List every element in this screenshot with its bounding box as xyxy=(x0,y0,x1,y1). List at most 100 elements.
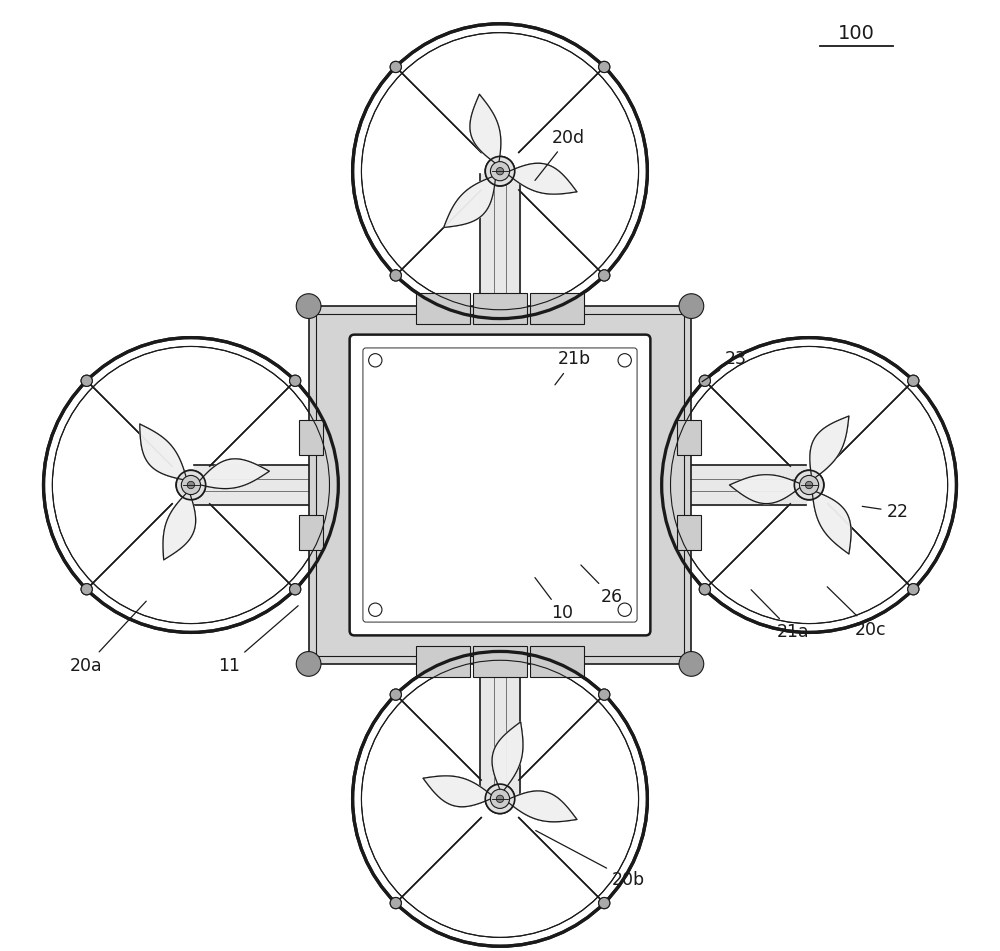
Circle shape xyxy=(181,476,201,495)
Circle shape xyxy=(618,354,631,367)
Circle shape xyxy=(699,376,710,386)
Circle shape xyxy=(81,376,92,386)
Polygon shape xyxy=(480,319,520,796)
Polygon shape xyxy=(506,791,577,822)
Circle shape xyxy=(794,471,824,500)
Polygon shape xyxy=(506,164,577,194)
Circle shape xyxy=(599,898,610,908)
Text: 20a: 20a xyxy=(70,601,146,674)
Circle shape xyxy=(290,376,301,386)
Circle shape xyxy=(390,689,401,700)
Circle shape xyxy=(496,167,504,175)
Text: 100: 100 xyxy=(838,24,875,43)
Circle shape xyxy=(390,270,401,281)
Circle shape xyxy=(485,784,515,814)
Circle shape xyxy=(599,689,610,700)
Polygon shape xyxy=(470,94,501,165)
Circle shape xyxy=(908,584,919,594)
Circle shape xyxy=(181,476,201,495)
Circle shape xyxy=(805,481,813,489)
Polygon shape xyxy=(666,465,806,505)
Circle shape xyxy=(699,584,710,594)
Circle shape xyxy=(490,162,510,181)
Circle shape xyxy=(176,471,206,500)
FancyBboxPatch shape xyxy=(299,420,323,455)
Circle shape xyxy=(496,795,504,803)
Text: 20d: 20d xyxy=(535,129,585,181)
Circle shape xyxy=(908,376,919,386)
Circle shape xyxy=(679,294,704,319)
Circle shape xyxy=(679,651,704,676)
Polygon shape xyxy=(810,417,849,480)
Polygon shape xyxy=(423,776,494,806)
Circle shape xyxy=(618,603,631,616)
Polygon shape xyxy=(140,424,187,480)
Polygon shape xyxy=(810,417,849,480)
Polygon shape xyxy=(492,722,523,793)
Circle shape xyxy=(176,471,206,500)
Circle shape xyxy=(390,689,401,700)
Circle shape xyxy=(187,481,195,489)
Polygon shape xyxy=(444,175,496,227)
FancyBboxPatch shape xyxy=(473,647,527,677)
Polygon shape xyxy=(812,490,851,553)
Polygon shape xyxy=(492,722,523,793)
Circle shape xyxy=(599,270,610,281)
Circle shape xyxy=(187,481,195,489)
Polygon shape xyxy=(423,776,494,806)
Polygon shape xyxy=(197,458,269,489)
Circle shape xyxy=(390,62,401,72)
Circle shape xyxy=(599,270,610,281)
Polygon shape xyxy=(506,164,577,194)
FancyBboxPatch shape xyxy=(309,306,691,664)
Circle shape xyxy=(81,584,92,594)
Circle shape xyxy=(390,898,401,908)
Polygon shape xyxy=(197,458,269,489)
Circle shape xyxy=(908,376,919,386)
Circle shape xyxy=(485,157,515,186)
Circle shape xyxy=(296,294,321,319)
Polygon shape xyxy=(812,490,851,553)
Circle shape xyxy=(490,789,510,808)
Circle shape xyxy=(290,584,301,594)
Circle shape xyxy=(81,584,92,594)
FancyBboxPatch shape xyxy=(473,293,527,323)
Polygon shape xyxy=(163,491,196,560)
Circle shape xyxy=(908,584,919,594)
Text: 11: 11 xyxy=(218,606,298,674)
Circle shape xyxy=(369,354,382,367)
Polygon shape xyxy=(480,174,520,651)
Circle shape xyxy=(599,689,610,700)
Circle shape xyxy=(296,651,321,676)
Circle shape xyxy=(390,62,401,72)
Text: 20b: 20b xyxy=(536,830,645,888)
Text: 23: 23 xyxy=(702,351,747,381)
Circle shape xyxy=(805,481,813,489)
Circle shape xyxy=(799,476,819,495)
Text: 26: 26 xyxy=(581,565,623,606)
Circle shape xyxy=(390,270,401,281)
Text: 22: 22 xyxy=(862,503,909,520)
FancyBboxPatch shape xyxy=(299,515,323,550)
Circle shape xyxy=(81,376,92,386)
Circle shape xyxy=(699,376,710,386)
Polygon shape xyxy=(140,424,187,480)
FancyBboxPatch shape xyxy=(530,647,584,677)
Circle shape xyxy=(485,157,515,186)
Text: 20c: 20c xyxy=(827,587,887,638)
Circle shape xyxy=(794,471,824,500)
Polygon shape xyxy=(729,475,803,504)
Circle shape xyxy=(599,62,610,72)
Circle shape xyxy=(799,476,819,495)
FancyBboxPatch shape xyxy=(363,348,637,622)
Polygon shape xyxy=(444,175,496,227)
Circle shape xyxy=(490,162,510,181)
FancyBboxPatch shape xyxy=(416,647,470,677)
Circle shape xyxy=(496,795,504,803)
Polygon shape xyxy=(470,94,501,165)
FancyBboxPatch shape xyxy=(416,293,470,323)
Circle shape xyxy=(699,584,710,594)
Polygon shape xyxy=(506,791,577,822)
Text: 10: 10 xyxy=(535,577,573,622)
Circle shape xyxy=(599,62,610,72)
